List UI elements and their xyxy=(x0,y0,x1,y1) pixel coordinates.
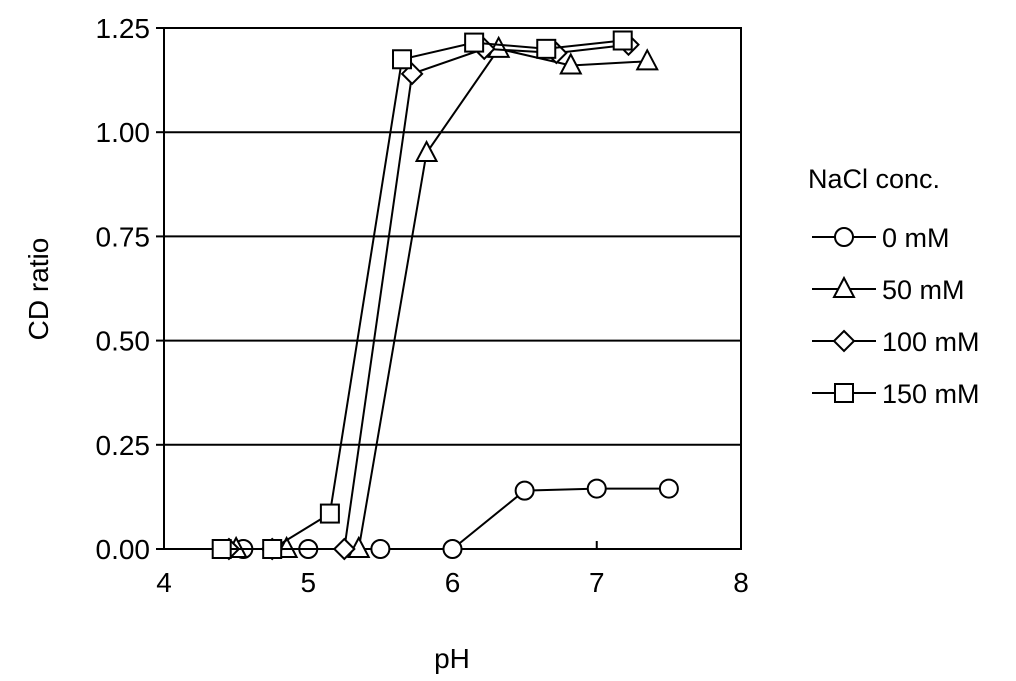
data-point-3-5 xyxy=(536,38,557,59)
data-series xyxy=(211,30,679,561)
data-point-1-6 xyxy=(635,48,659,71)
legend-entry-2: 100 mM xyxy=(812,327,980,357)
legend: NaCl conc. 0 mM 50 mM 100 mM 150 mM xyxy=(808,164,980,409)
series-2 xyxy=(217,33,640,561)
legend-marker-1 xyxy=(832,275,856,298)
legend-entry-3: 150 mM xyxy=(812,379,980,409)
legend-label-3: 150 mM xyxy=(882,379,980,409)
y-tick-label: 1.00 xyxy=(96,117,151,148)
data-point-3-2 xyxy=(319,503,340,524)
axis-ticks: 0.00 0.25 0.50 0.75 1.00 1.25 4 5 6 7 8 xyxy=(96,13,749,598)
y-tick-label: 0.25 xyxy=(96,430,151,461)
x-axis-title: pH xyxy=(434,643,470,674)
data-point-0-6 xyxy=(658,478,679,499)
data-point-0-3 xyxy=(442,539,463,559)
legend-label-2: 100 mM xyxy=(882,327,980,357)
data-point-3-6 xyxy=(612,30,633,51)
legend-title: NaCl conc. xyxy=(808,164,940,194)
data-point-2-2 xyxy=(332,537,356,561)
data-point-3-4 xyxy=(464,32,485,53)
legend-marker-3 xyxy=(834,383,854,403)
data-point-3-3 xyxy=(392,49,413,70)
series-line-1 xyxy=(236,47,648,550)
legend-entry-1: 50 mM xyxy=(812,275,965,305)
series-1 xyxy=(224,35,659,558)
series-line-2 xyxy=(228,43,629,550)
series-line-3 xyxy=(221,39,623,550)
data-point-3-1 xyxy=(262,539,283,559)
series-0 xyxy=(233,478,679,559)
legend-entry-0: 0 mM xyxy=(812,223,950,253)
y-tick-label: 0.00 xyxy=(96,534,151,565)
x-tick-label: 5 xyxy=(300,567,316,598)
x-tick-label: 6 xyxy=(445,567,461,598)
data-point-3-0 xyxy=(211,539,232,559)
data-point-0-5 xyxy=(586,478,607,499)
x-tick-label: 7 xyxy=(589,567,605,598)
y-tick-label: 0.50 xyxy=(96,326,151,357)
data-point-0-4 xyxy=(514,480,535,501)
data-point-1-3 xyxy=(414,139,439,163)
grid-lines xyxy=(164,131,741,446)
x-tick-label: 4 xyxy=(156,567,172,598)
data-point-1-5 xyxy=(559,52,583,75)
y-tick-label: 0.75 xyxy=(96,221,151,252)
data-point-0-2 xyxy=(370,539,391,559)
y-tick-label: 1.25 xyxy=(96,13,151,44)
plot-area-frame xyxy=(163,27,742,550)
series-3 xyxy=(211,30,633,559)
legend-marker-0 xyxy=(834,227,854,247)
legend-marker-2 xyxy=(832,329,856,353)
y-axis-title: CD ratio xyxy=(23,238,54,341)
legend-label-1: 50 mM xyxy=(882,275,965,305)
x-tick-label: 8 xyxy=(733,567,749,598)
legend-label-0: 0 mM xyxy=(882,223,950,253)
